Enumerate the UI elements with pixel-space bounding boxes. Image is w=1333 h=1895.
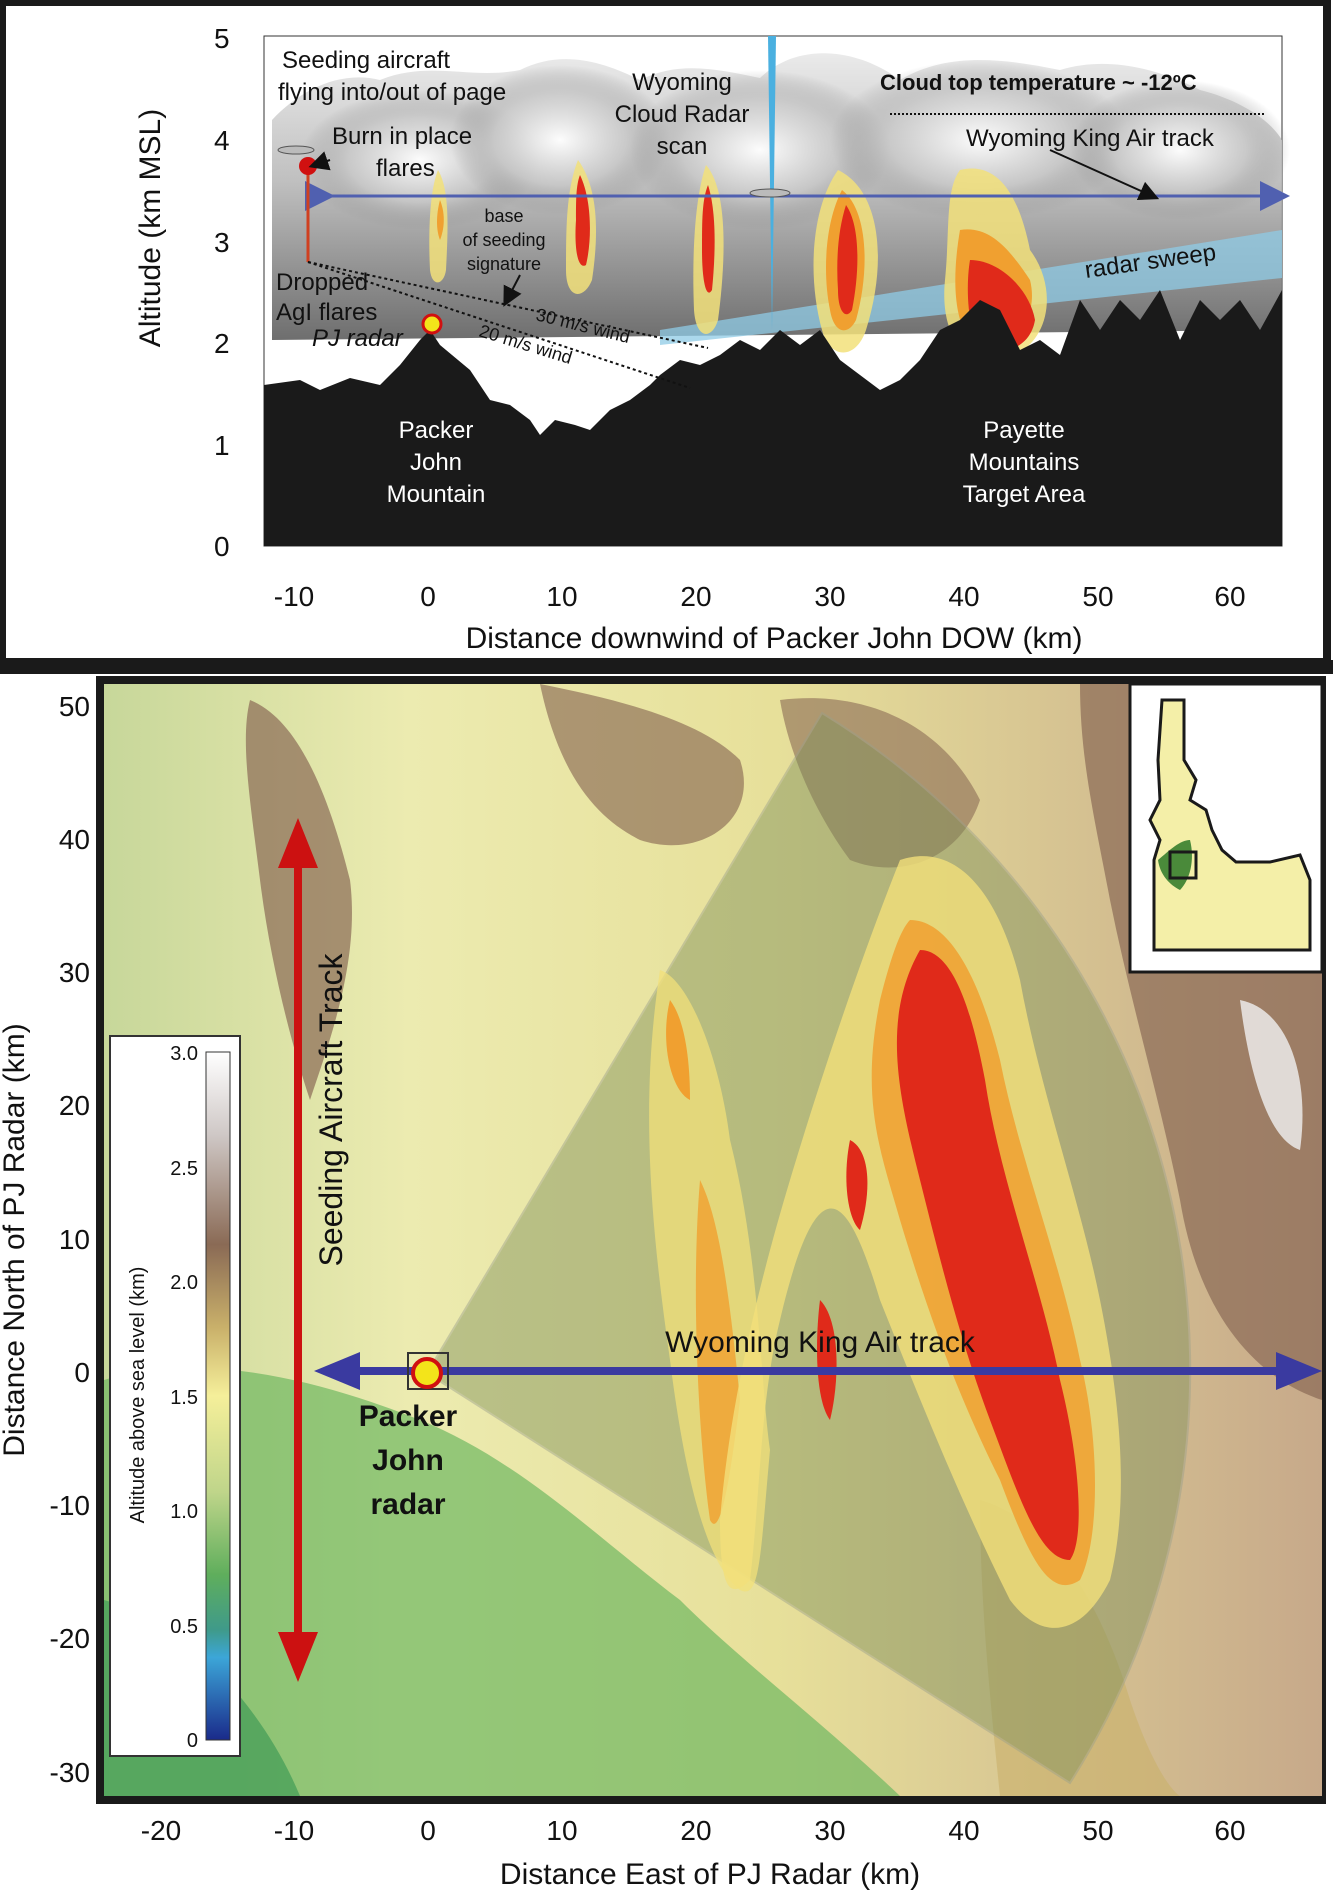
burn-in-place-label: flares (376, 155, 435, 182)
bottom-x-ticks: -20 -10 0 10 20 30 40 50 60 (141, 1815, 1246, 1846)
pj-radar-label-line: Packer (359, 1400, 458, 1433)
x-tick: 60 (1214, 1815, 1245, 1846)
pj-radar-map-marker (411, 1357, 443, 1389)
y-tick: 2 (214, 328, 230, 359)
x-tick: 10 (546, 1815, 577, 1846)
y-tick: 30 (59, 957, 90, 988)
idaho-outline (1148, 698, 1312, 952)
top-x-ticks: -10 0 10 20 30 40 50 60 (274, 581, 1246, 612)
inset-location-box (1168, 850, 1198, 880)
x-tick: 0 (420, 581, 436, 612)
x-tick: 10 (546, 581, 577, 612)
colorbar-label: Altitude above sea level (km) (127, 1267, 149, 1524)
colorbar-tick: 1.0 (170, 1501, 198, 1523)
pj-radar-label-line: John (372, 1444, 444, 1477)
top-x-axis-label: Distance downwind of Packer John DOW (km… (466, 622, 1083, 655)
pj-radar-marker (421, 313, 443, 335)
y-tick: 1 (214, 430, 230, 461)
burn-pointer (308, 151, 331, 171)
base-label: base (484, 206, 523, 226)
y-tick: -20 (50, 1623, 90, 1654)
y-tick: 5 (214, 23, 230, 54)
packer-mountain-label: Packer (399, 417, 474, 444)
x-tick: 20 (680, 1815, 711, 1846)
colorbar-tick: 2.0 (170, 1272, 198, 1294)
base-label: signature (467, 254, 541, 274)
y-tick: 50 (59, 691, 90, 722)
panel-divider (0, 660, 1333, 674)
x-tick: 60 (1214, 581, 1245, 612)
dropped-label: AgI flares (276, 299, 377, 326)
x-tick: 50 (1082, 1815, 1113, 1846)
dropped-label: Dropped (276, 269, 368, 296)
x-tick: 50 (1082, 581, 1113, 612)
y-tick: -30 (50, 1757, 90, 1788)
pj-radar-label-line: radar (370, 1488, 445, 1521)
x-tick: 0 (420, 1815, 436, 1846)
base-pointer (503, 274, 522, 307)
y-tick: 4 (214, 125, 230, 156)
seeding-aircraft-track-arrow (278, 818, 318, 1682)
colorbar-tick: 1.5 (170, 1387, 198, 1409)
y-tick: 20 (59, 1090, 90, 1121)
idaho-inset-map (1128, 682, 1324, 974)
bottom-y-ticks: 50 40 30 20 10 0 -10 -20 -30 (50, 691, 90, 1788)
packer-mountain-label: Mountain (387, 481, 486, 508)
top-y-ticks: 5 4 3 2 1 0 (214, 23, 230, 562)
y-tick: 0 (74, 1357, 90, 1388)
plume-4 (813, 170, 878, 353)
payette-label: Mountains (969, 449, 1080, 476)
bottom-y-axis-label: Distance North of PJ Radar (km) (0, 1023, 31, 1456)
cloud-top-label: Cloud top temperature ~ -12ºC (880, 70, 1197, 95)
packer-mountain-label: John (410, 449, 462, 476)
top-y-axis-label: Altitude (km MSL) (134, 109, 167, 347)
x-tick: 40 (948, 581, 979, 612)
y-tick: 40 (59, 824, 90, 855)
x-tick: 40 (948, 1815, 979, 1846)
burn-in-place-label: Burn in place (332, 123, 472, 150)
wcr-label: scan (657, 133, 708, 160)
seeding-aircraft-icon (277, 145, 315, 155)
x-tick: -10 (274, 1815, 314, 1846)
wcr-label: Cloud Radar (615, 101, 750, 128)
king-air-map-label: Wyoming King Air track (665, 1326, 976, 1359)
x-tick: 30 (814, 1815, 845, 1846)
map-plume-east (720, 856, 1121, 1628)
y-tick: 10 (59, 1224, 90, 1255)
seeding-track-label: Seeding Aircraft Track (313, 952, 349, 1266)
pj-radar-map-label: Packer John radar (359, 1400, 458, 1521)
bottom-x-axis-label: Distance East of PJ Radar (km) (500, 1858, 920, 1891)
payette-label: Target Area (963, 481, 1086, 508)
king-air-label: Wyoming King Air track (966, 125, 1215, 152)
pj-radar-box (407, 1352, 449, 1390)
x-tick: 30 (814, 581, 845, 612)
king-air-aircraft-icon (749, 188, 791, 198)
colorbar-tick: 3.0 (170, 1043, 198, 1065)
x-tick: -20 (141, 1815, 181, 1846)
seeding-aircraft-label: Seeding aircraft (282, 47, 450, 74)
colorbar-tick: 0 (187, 1730, 198, 1752)
terrain-profile (264, 290, 1282, 546)
king-air-pointer (1049, 149, 1160, 201)
base-label: of seeding (462, 230, 545, 250)
colorbar-tick: 0.5 (170, 1616, 198, 1638)
top-plot (263, 35, 1290, 547)
y-tick: -10 (50, 1490, 90, 1521)
seeding-aircraft-label: flying into/out of page (278, 79, 506, 106)
payette-label: Payette (983, 417, 1064, 444)
wcr-label: Wyoming (632, 69, 732, 96)
colorbar-tick: 2.5 (170, 1158, 198, 1180)
y-tick: 0 (214, 531, 230, 562)
burn-in-place-flare (299, 157, 317, 175)
x-tick: 20 (680, 581, 711, 612)
x-tick: -10 (274, 581, 314, 612)
king-air-track-arrow (314, 1352, 1322, 1390)
colorbar: 3.0 2.5 2.0 1.5 1.0 0.5 0 Altitude above… (109, 1035, 241, 1757)
pj-radar-label: PJ radar (312, 325, 404, 352)
wind-20-line (307, 261, 691, 389)
y-tick: 3 (214, 227, 230, 258)
